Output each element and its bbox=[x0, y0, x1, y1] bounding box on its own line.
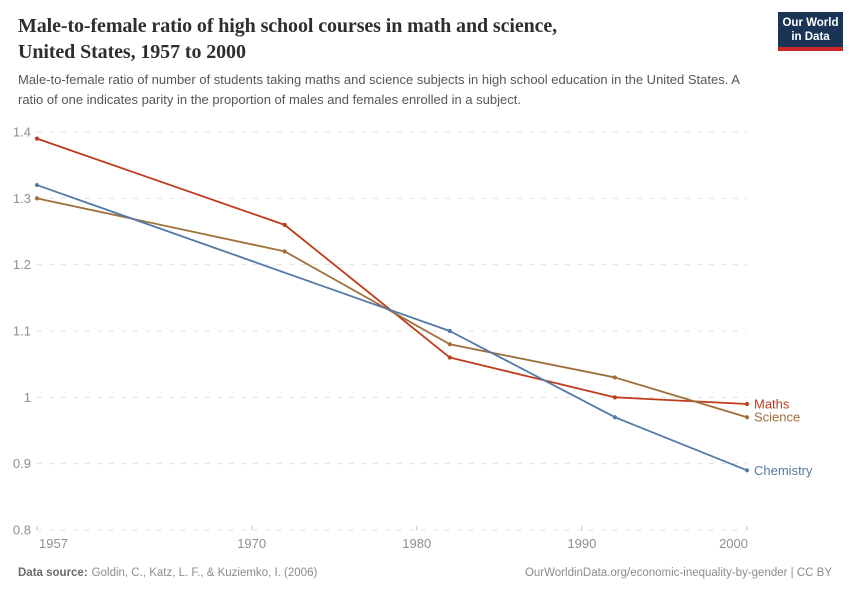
x-tick-label: 1957 bbox=[39, 536, 68, 551]
y-tick-label: 1 bbox=[24, 390, 31, 405]
data-source-label: Data source: bbox=[18, 567, 88, 579]
title-line-2: United States, 1957 to 2000 bbox=[18, 41, 246, 63]
data-source: Data source: Goldin, C., Katz, L. F., & K… bbox=[18, 567, 317, 579]
y-tick-label: 1.3 bbox=[13, 191, 31, 206]
data-point-science-1982[interactable] bbox=[447, 342, 452, 347]
data-point-maths-1992[interactable] bbox=[612, 395, 618, 400]
data-point-chemistry-2000[interactable] bbox=[744, 468, 750, 473]
page-title: Male-to-female ratio of high school cour… bbox=[18, 13, 718, 65]
attribution-link[interactable]: OurWorldinData.org/economic-inequality-b… bbox=[524, 567, 832, 579]
x-tick-label: 2000 bbox=[719, 536, 748, 551]
y-tick-label: 0.9 bbox=[13, 456, 31, 471]
data-source-text: Goldin, C., Katz, L. F., & Kuziemko, I. … bbox=[91, 567, 318, 579]
data-point-science-1972[interactable] bbox=[282, 249, 287, 254]
owid-logo-line-1: Our World bbox=[782, 17, 839, 29]
data-point-chemistry-1992[interactable] bbox=[612, 415, 618, 420]
x-tick-label: 1990 bbox=[567, 536, 596, 551]
series-label-science[interactable]: Science bbox=[754, 410, 800, 425]
series-line-chemistry[interactable] bbox=[36, 184, 748, 472]
data-point-maths-1957[interactable] bbox=[34, 136, 40, 141]
owid-logo-line-2: in Data bbox=[791, 31, 830, 43]
y-tick-label: 0.8 bbox=[13, 523, 31, 538]
data-point-chemistry-1957[interactable] bbox=[34, 182, 40, 188]
data-point-science-1992[interactable] bbox=[612, 375, 618, 380]
y-tick-label: 1.4 bbox=[13, 125, 31, 140]
data-point-science-2000[interactable] bbox=[744, 415, 750, 420]
series-label-maths[interactable]: Maths bbox=[754, 396, 790, 411]
data-point-maths-2000[interactable] bbox=[744, 401, 750, 407]
data-point-maths-1982[interactable] bbox=[447, 355, 452, 360]
series-label-chemistry[interactable]: Chemistry bbox=[754, 463, 813, 478]
x-tick-label: 1980 bbox=[402, 536, 431, 551]
x-tick-label: 1970 bbox=[237, 536, 266, 551]
chart-footer: Data source: Goldin, C., Katz, L. F., & K… bbox=[18, 567, 832, 579]
title-line-1: Male-to-female ratio of high school cour… bbox=[18, 15, 558, 37]
y-tick-label: 1.1 bbox=[13, 324, 31, 339]
series-line-science[interactable] bbox=[36, 197, 748, 419]
owid-logo: Our World in Data bbox=[778, 12, 843, 51]
data-point-maths-1972[interactable] bbox=[282, 222, 287, 227]
data-point-chemistry-1982[interactable] bbox=[447, 328, 452, 334]
data-point-science-1957[interactable] bbox=[34, 196, 40, 201]
series-line-maths[interactable] bbox=[36, 137, 748, 405]
y-tick-label: 1.2 bbox=[13, 257, 31, 272]
chart-subtitle: Male-to-female ratio of number of studen… bbox=[18, 72, 740, 107]
